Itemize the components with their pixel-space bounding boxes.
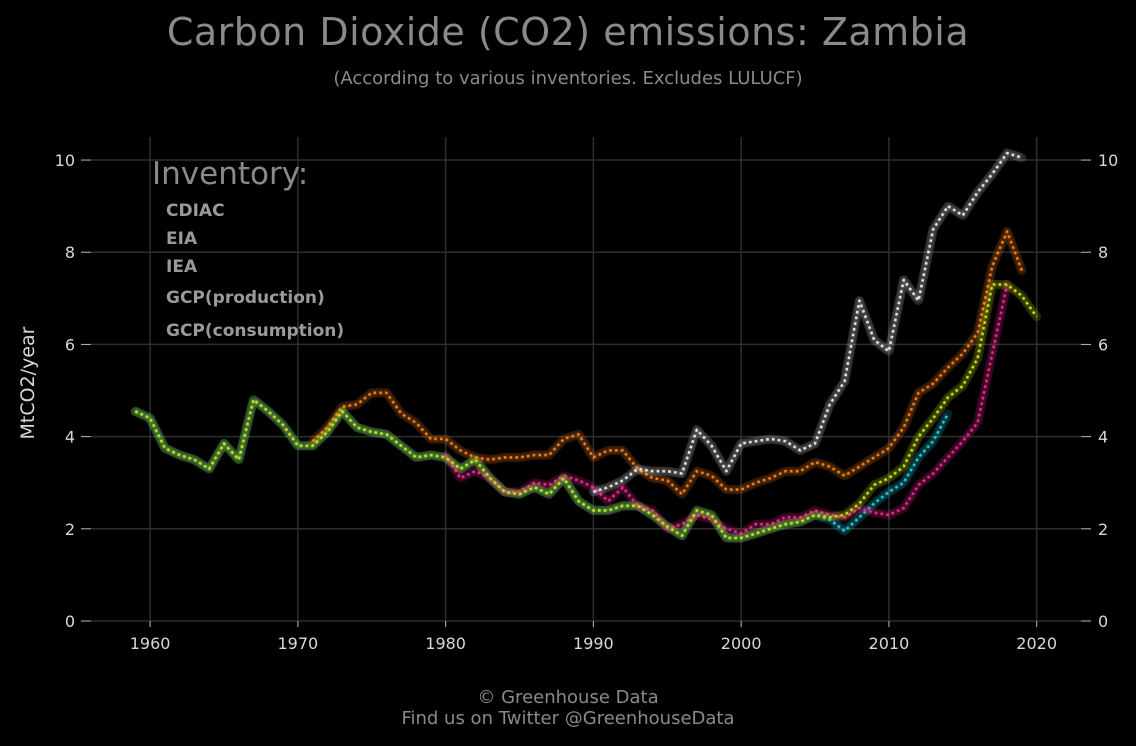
series-line <box>134 283 1038 540</box>
legend: Inventory: CDIAC EIA IEA GCP(production) GCP(… <box>108 156 344 341</box>
series-eia <box>441 280 1012 538</box>
y-tick-label-left: 10 <box>55 151 75 170</box>
grid <box>91 137 1081 622</box>
legend-label: CDIAC <box>166 201 225 221</box>
series-gcp-production- <box>130 280 1042 543</box>
axes: 1960 1970 1980 1990 2000 2010 2020 0 0 2 2 4 4 6 6 8 8 10… <box>17 151 1118 653</box>
y-tick-label-left: 4 <box>65 428 75 447</box>
chart-subtitle: (According to various inventories. Exclu… <box>333 68 803 89</box>
legend-label: GCP(consumption) <box>166 321 344 341</box>
y-tick-label-right: 10 <box>1098 151 1118 170</box>
y-tick-label-left: 6 <box>65 335 75 354</box>
series-gcp-consumption- <box>588 148 1027 497</box>
x-tick-label: 1970 <box>278 634 319 653</box>
y-tick-label-left: 0 <box>65 612 75 631</box>
y-tick-label-right: 2 <box>1098 520 1108 539</box>
series-iea <box>308 227 1027 499</box>
y-tick-label-left: 2 <box>65 520 75 539</box>
y-tick-label-left: 8 <box>65 243 75 262</box>
y-tick-label-right: 0 <box>1098 612 1108 631</box>
x-tick-label: 2020 <box>1016 634 1057 653</box>
y-tick-label-right: 8 <box>1098 243 1108 262</box>
footer-twitter: Find us on Twitter @GreenhouseData <box>401 708 735 729</box>
x-tick-label: 1990 <box>573 634 614 653</box>
y-tick-label-right: 6 <box>1098 335 1108 354</box>
footer-copyright: © Greenhouse Data <box>477 687 659 708</box>
series-line <box>444 284 1009 535</box>
x-tick-label: 2010 <box>869 634 910 653</box>
series-line <box>593 151 1023 494</box>
series-line <box>311 230 1024 496</box>
legend-label: GCP(production) <box>166 288 325 308</box>
legend-label: EIA <box>166 229 198 249</box>
series-lines <box>130 148 1042 543</box>
legend-label: IEA <box>166 257 198 277</box>
legend-title: Inventory: <box>152 156 308 192</box>
y-tick-label-right: 4 <box>1098 428 1108 447</box>
x-tick-label: 1980 <box>425 634 466 653</box>
y-axis-label: MtCO2/year <box>17 326 39 439</box>
x-tick-label: 2000 <box>721 634 762 653</box>
series-glow <box>441 280 1012 538</box>
chart-title: Carbon Dioxide (CO2) emissions: Zambia <box>166 10 970 54</box>
x-tick-label: 1960 <box>130 634 171 653</box>
